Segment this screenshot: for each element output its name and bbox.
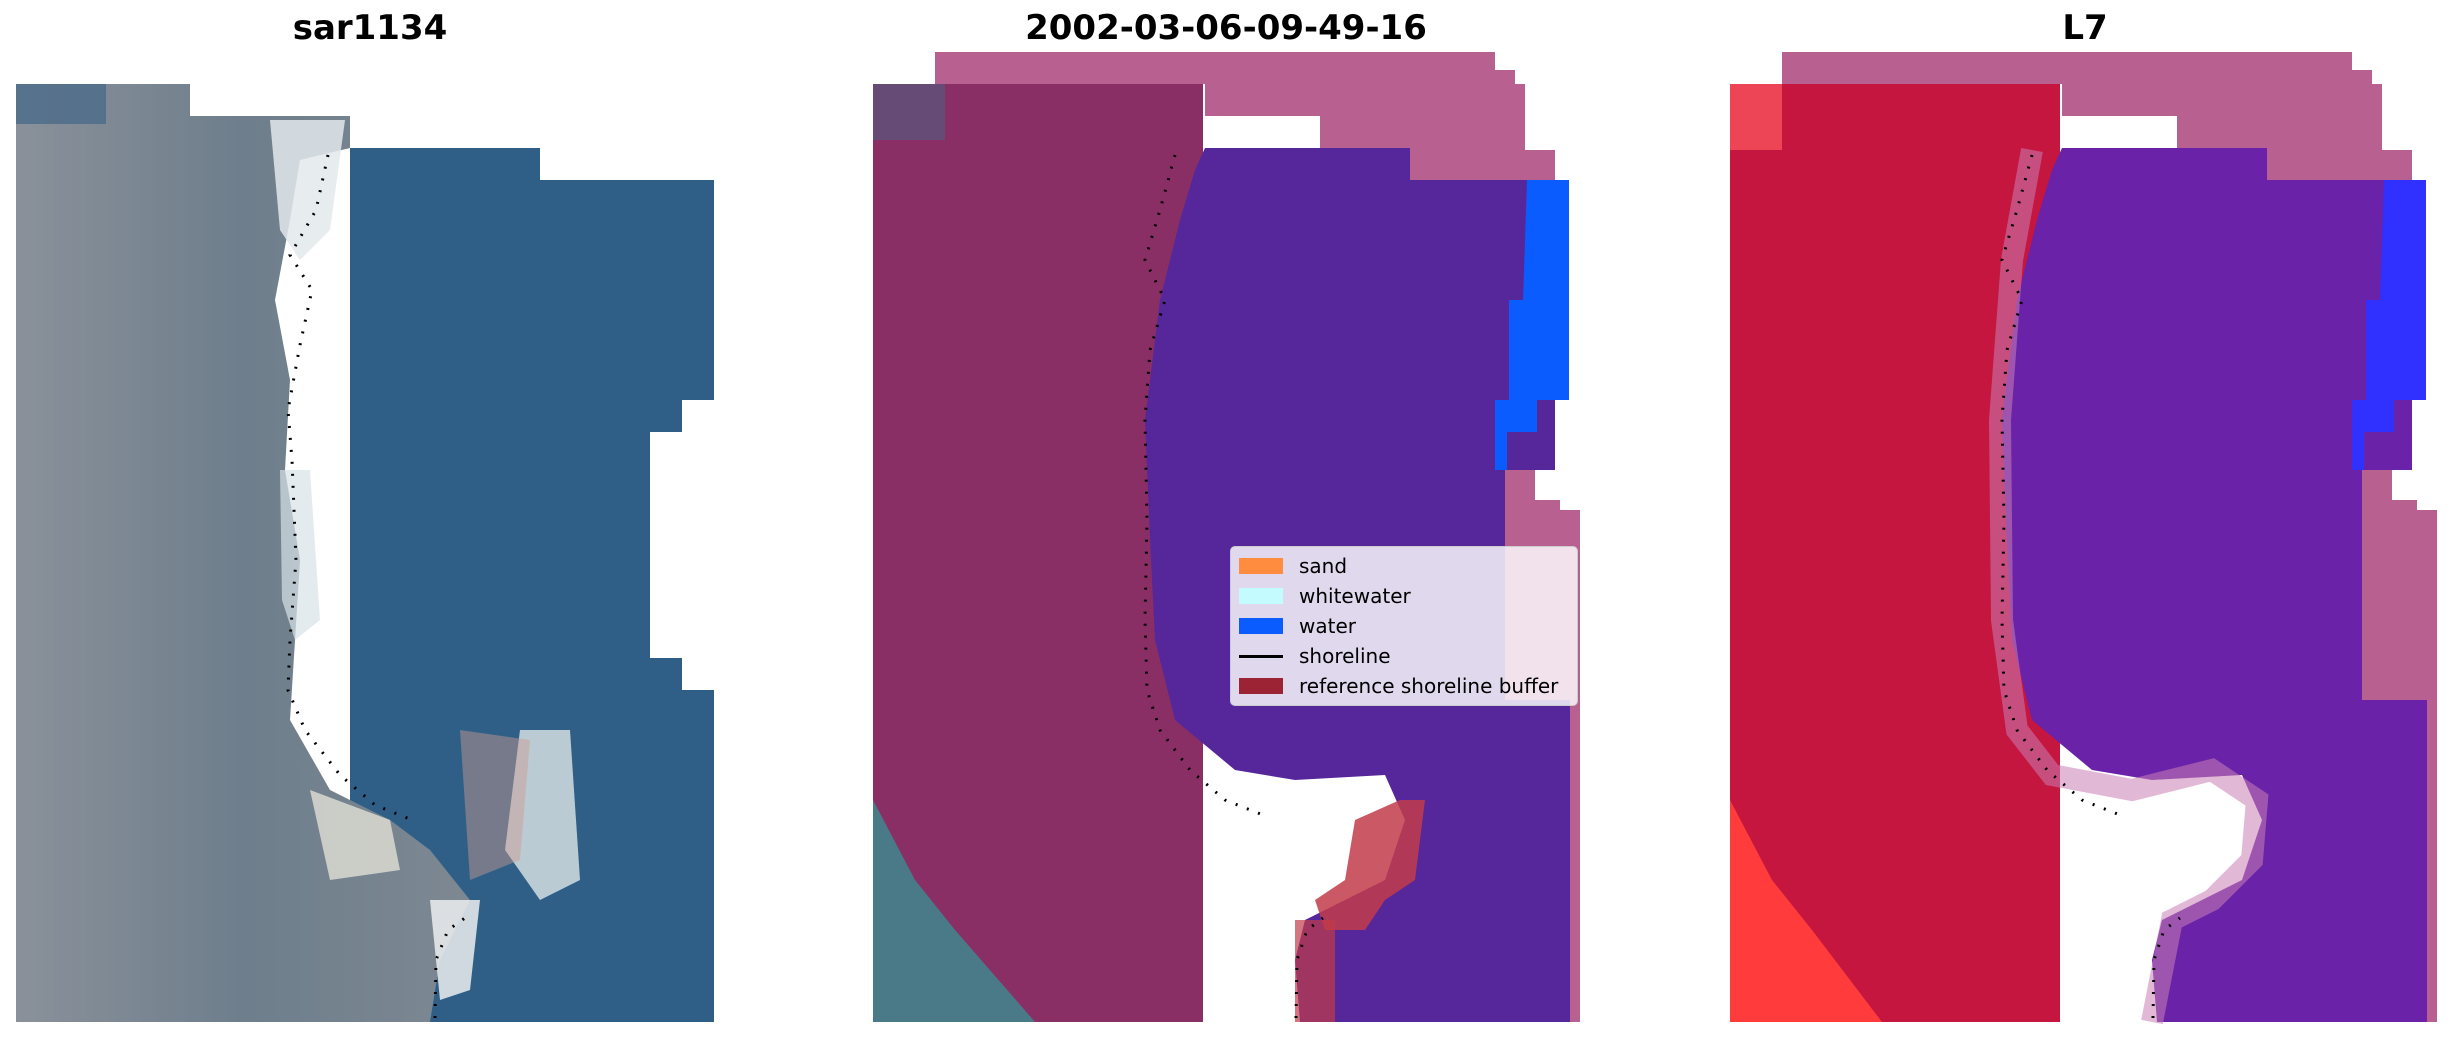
rgb-dark-patch — [16, 84, 106, 124]
classification-image — [873, 52, 1580, 1022]
class-reference-buffer — [1315, 800, 1425, 930]
panel-title-rgb: sar1134 — [292, 8, 448, 48]
l7-transition-band — [1988, 148, 2269, 1025]
panel-title-l7: L7 — [2062, 8, 2108, 48]
panel-title-classification: 2002-03-06-09-49-16 — [1025, 8, 1427, 48]
legend-swatch-sand — [1239, 558, 1283, 574]
class-shoreline-1 — [1143, 154, 1264, 817]
l7-shoreline-2 — [2151, 916, 2181, 1019]
panel-rgb: sar1134 — [0, 0, 820, 1037]
class-shoreline-2 — [1294, 916, 1324, 1019]
l7-corner-bottom — [1730, 800, 1882, 1022]
class-unmasked-corner — [873, 800, 1035, 1022]
rgb-water-area — [350, 148, 714, 1022]
rgb-whitewater-4 — [505, 730, 580, 900]
rgb-whitewater-2 — [280, 470, 320, 640]
rgb-sand-tint — [460, 730, 530, 880]
rgb-whitewater-1 — [270, 120, 345, 260]
l7-corner-top — [1730, 84, 1782, 150]
l7-index-image — [1730, 52, 2437, 1025]
class-blue-water-patch — [1495, 180, 1569, 470]
rgb-whitewater-3 — [310, 790, 400, 880]
panel-classification: 2002-03-06-09-49-16 — [855, 0, 1655, 1037]
class-land-area — [873, 84, 1203, 1022]
legend: sand whitewater water shoreline referenc… — [1230, 546, 1578, 706]
legend-swatch-reference-buffer — [1239, 678, 1283, 694]
legend-item-reference-buffer: reference shoreline buffer — [1239, 673, 1558, 699]
l7-shoreline-1 — [2000, 154, 2121, 817]
class-reference-buffer-2 — [1295, 920, 1335, 1022]
legend-swatch-water — [1239, 618, 1283, 634]
legend-item-shoreline: shoreline — [1239, 643, 1391, 669]
rgb-land-area — [16, 84, 470, 1022]
l7-buffer-right — [2362, 470, 2437, 1022]
rgb-shoreline-1 — [286, 154, 413, 822]
legend-item-sand: sand — [1239, 553, 1347, 579]
legend-line-shoreline — [1239, 654, 1283, 658]
rgb-whitewater-5 — [430, 900, 480, 1000]
l7-water-area — [2002, 148, 2427, 1022]
panel-l7: L7 — [1712, 0, 2460, 1037]
rgb-satellite-image — [16, 84, 714, 1022]
legend-item-water: water — [1239, 613, 1356, 639]
legend-swatch-whitewater — [1239, 588, 1283, 604]
legend-item-whitewater: whitewater — [1239, 583, 1411, 609]
class-unmasked-top — [873, 84, 945, 140]
l7-blue-patch — [2352, 180, 2426, 470]
